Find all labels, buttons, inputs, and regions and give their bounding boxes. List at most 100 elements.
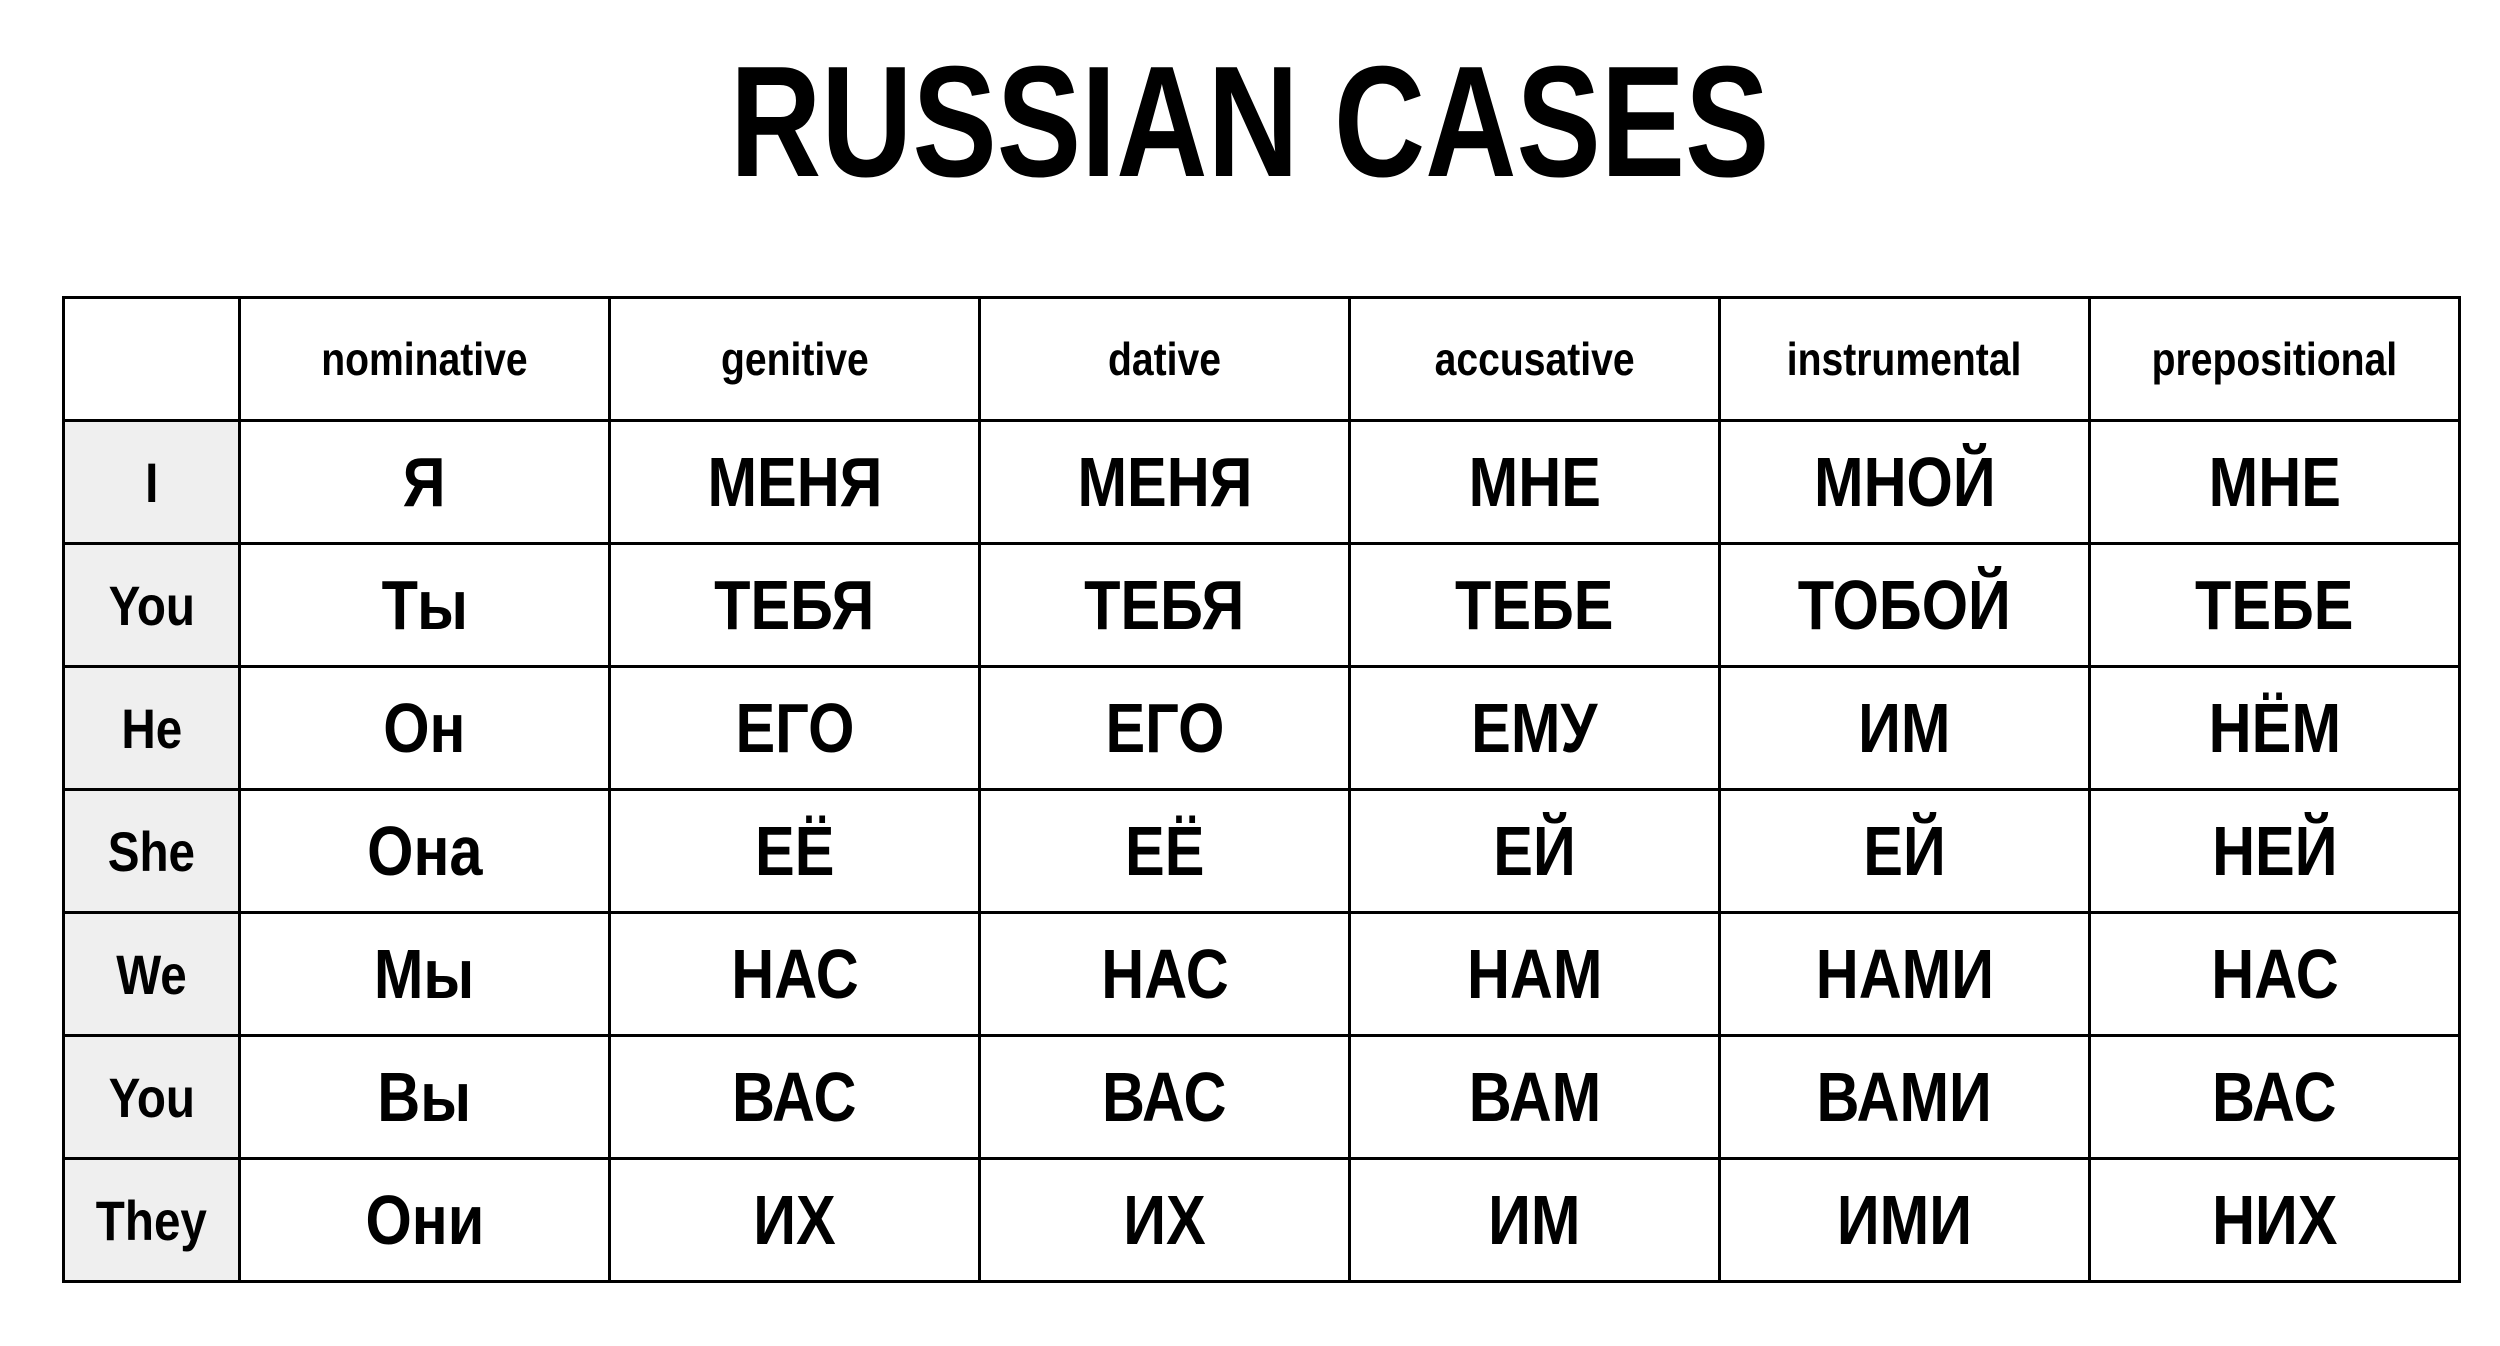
- cell-dative: ЕЁ: [978, 788, 1351, 914]
- column-header-nominative: nominative: [238, 296, 611, 422]
- column-header-instrumental: instrumental: [1718, 296, 2091, 422]
- cell-text: НЕЙ: [2211, 812, 2338, 890]
- column-header-label: dative: [1107, 333, 1221, 385]
- cell-dative: ИХ: [978, 1157, 1351, 1283]
- cell-text: ВАС: [1102, 1058, 1227, 1136]
- pronoun-cell: You: [62, 1034, 241, 1160]
- cell-text: Они: [365, 1181, 484, 1259]
- column-header-accusative: accusative: [1348, 296, 1721, 422]
- cell-text: ЕЁ: [754, 812, 835, 890]
- cell-text: Он: [383, 689, 466, 767]
- cell-instrumental: ТОБОЙ: [1718, 542, 2091, 668]
- table-row: You Ты ТЕБЯ ТЕБЯ ТЕБЕ ТОБОЙ ТЕБЕ: [62, 542, 2461, 668]
- cell-text: ЕЙ: [1863, 812, 1946, 890]
- pronoun-label: You: [108, 1065, 195, 1129]
- column-header-label: prepositional: [2151, 333, 2398, 385]
- table-row: She Она ЕЁ ЕЁ ЕЙ ЕЙ НЕЙ: [62, 788, 2461, 914]
- cell-text: МНЕ: [1468, 443, 1601, 521]
- cell-text: ИМ: [1858, 689, 1951, 767]
- pronoun-cell: They: [62, 1157, 241, 1283]
- pronoun-cell: She: [62, 788, 241, 914]
- pronoun-label: We: [116, 942, 187, 1006]
- cell-text: Мы: [374, 935, 475, 1013]
- table-body: I Я МЕНЯ МЕНЯ МНЕ МНОЙ МНЕ You Ты ТЕБЯ ТЕБЯ ТЕБЕ ТОБ…: [62, 419, 2461, 1283]
- cell-text: ЕЁ: [1124, 812, 1205, 890]
- cell-text: ТЕБЯ: [714, 566, 875, 644]
- cell-text: ЕЙ: [1493, 812, 1576, 890]
- pronoun-cell: I: [62, 419, 241, 545]
- column-header-prepositional: prepositional: [2088, 296, 2461, 422]
- cell-dative: ЕГО: [978, 665, 1351, 791]
- cell-text: НАМИ: [1815, 935, 1994, 1013]
- cell-dative: ВАС: [978, 1034, 1351, 1160]
- table-row: I Я МЕНЯ МЕНЯ МНЕ МНОЙ МНЕ: [62, 419, 2461, 545]
- cell-text: ВАМ: [1468, 1058, 1601, 1136]
- cell-instrumental: ИМ: [1718, 665, 2091, 791]
- cell-text: ЕМУ: [1471, 689, 1598, 767]
- cell-nominative: Он: [238, 665, 611, 791]
- cell-nominative: Ты: [238, 542, 611, 668]
- cell-text: Вы: [377, 1058, 472, 1136]
- cell-text: ВАС: [732, 1058, 857, 1136]
- cell-text: НАС: [2210, 935, 2339, 1013]
- cell-text: ВАМИ: [1816, 1058, 1993, 1136]
- cell-text: МЕНЯ: [1077, 443, 1252, 521]
- cell-dative: НАС: [978, 911, 1351, 1037]
- table-row: They Они ИХ ИХ ИМ ИМИ НИХ: [62, 1157, 2461, 1283]
- cell-text: МНЕ: [2208, 443, 2341, 521]
- cell-nominative: Вы: [238, 1034, 611, 1160]
- cell-text: НАМ: [1466, 935, 1603, 1013]
- cell-prepositional: ВАС: [2088, 1034, 2461, 1160]
- cell-text: МНОЙ: [1813, 443, 1996, 521]
- table-row: You Вы ВАС ВАС ВАМ ВАМИ ВАС: [62, 1034, 2461, 1160]
- cell-text: Она: [366, 812, 483, 890]
- cell-text: ТЕБЯ: [1084, 566, 1245, 644]
- cell-text: НАС: [730, 935, 859, 1013]
- cell-instrumental: ИМИ: [1718, 1157, 2091, 1283]
- cell-text: ЕГО: [735, 689, 854, 767]
- pronoun-label: You: [108, 573, 195, 637]
- cell-accusative: ЕМУ: [1348, 665, 1721, 791]
- column-header-label: nominative: [321, 333, 528, 385]
- cell-text: ИХ: [1123, 1181, 1206, 1259]
- cell-text: ЕГО: [1105, 689, 1224, 767]
- pronoun-label: She: [107, 819, 196, 883]
- pronoun-cell: He: [62, 665, 241, 791]
- table-header-row: nominative genitive dative accusative instru…: [62, 296, 2461, 422]
- cell-dative: ТЕБЯ: [978, 542, 1351, 668]
- cell-text: НЁМ: [2208, 689, 2341, 767]
- page-title: RUSSIAN CASES: [0, 42, 2500, 202]
- cell-instrumental: ЕЙ: [1718, 788, 2091, 914]
- cell-accusative: ЕЙ: [1348, 788, 1721, 914]
- cell-text: Я: [403, 443, 446, 521]
- cell-text: ТЕБЕ: [2195, 566, 2354, 644]
- cell-nominative: Она: [238, 788, 611, 914]
- cell-genitive: ВАС: [608, 1034, 981, 1160]
- cell-nominative: Мы: [238, 911, 611, 1037]
- pronoun-cell: You: [62, 542, 241, 668]
- table-row: He Он ЕГО ЕГО ЕМУ ИМ НЁМ: [62, 665, 2461, 791]
- cell-genitive: ТЕБЯ: [608, 542, 981, 668]
- column-header-dative: dative: [978, 296, 1351, 422]
- cell-prepositional: НЕЙ: [2088, 788, 2461, 914]
- cell-text: ТЕБЕ: [1455, 566, 1614, 644]
- cell-accusative: ТЕБЕ: [1348, 542, 1721, 668]
- pronoun-label: I: [144, 450, 159, 514]
- cell-text: ИМИ: [1836, 1181, 1973, 1259]
- cell-dative: МЕНЯ: [978, 419, 1351, 545]
- column-header-genitive: genitive: [608, 296, 981, 422]
- column-header-label: instrumental: [1787, 333, 2022, 385]
- cell-prepositional: НИХ: [2088, 1157, 2461, 1283]
- cell-prepositional: НАС: [2088, 911, 2461, 1037]
- cell-nominative: Я: [238, 419, 611, 545]
- cell-genitive: МЕНЯ: [608, 419, 981, 545]
- cell-text: НИХ: [2211, 1181, 2338, 1259]
- cell-text: ИХ: [753, 1181, 836, 1259]
- column-header-label: genitive: [720, 333, 869, 385]
- cell-nominative: Они: [238, 1157, 611, 1283]
- cell-accusative: ИМ: [1348, 1157, 1721, 1283]
- cases-table: nominative genitive dative accusative instru…: [62, 296, 2461, 1283]
- cell-prepositional: НЁМ: [2088, 665, 2461, 791]
- pronoun-label: They: [95, 1188, 208, 1252]
